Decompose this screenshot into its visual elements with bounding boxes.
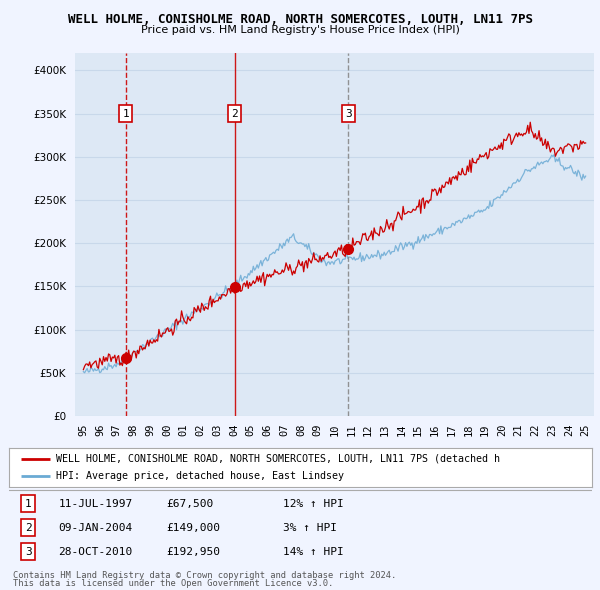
- Text: 2: 2: [25, 523, 32, 533]
- Text: 09-JAN-2004: 09-JAN-2004: [59, 523, 133, 533]
- Text: This data is licensed under the Open Government Licence v3.0.: This data is licensed under the Open Gov…: [13, 579, 334, 588]
- Text: £67,500: £67,500: [166, 499, 214, 509]
- Text: 14% ↑ HPI: 14% ↑ HPI: [283, 547, 344, 556]
- Text: Price paid vs. HM Land Registry's House Price Index (HPI): Price paid vs. HM Land Registry's House …: [140, 25, 460, 35]
- Text: WELL HOLME, CONISHOLME ROAD, NORTH SOMERCOTES, LOUTH, LN11 7PS: WELL HOLME, CONISHOLME ROAD, NORTH SOMER…: [67, 13, 533, 26]
- Text: 3: 3: [25, 547, 32, 556]
- Text: 2: 2: [231, 109, 238, 119]
- Text: 28-OCT-2010: 28-OCT-2010: [59, 547, 133, 556]
- Text: £149,000: £149,000: [166, 523, 220, 533]
- Text: 1: 1: [25, 499, 32, 509]
- Text: 11-JUL-1997: 11-JUL-1997: [59, 499, 133, 509]
- Text: 12% ↑ HPI: 12% ↑ HPI: [283, 499, 344, 509]
- Text: WELL HOLME, CONISHOLME ROAD, NORTH SOMERCOTES, LOUTH, LN11 7PS (detached h: WELL HOLME, CONISHOLME ROAD, NORTH SOMER…: [56, 454, 500, 464]
- Text: HPI: Average price, detached house, East Lindsey: HPI: Average price, detached house, East…: [56, 471, 344, 481]
- Text: 3: 3: [345, 109, 352, 119]
- Text: Contains HM Land Registry data © Crown copyright and database right 2024.: Contains HM Land Registry data © Crown c…: [13, 571, 397, 579]
- Text: £192,950: £192,950: [166, 547, 220, 556]
- Text: 1: 1: [122, 109, 129, 119]
- Text: 3% ↑ HPI: 3% ↑ HPI: [283, 523, 337, 533]
